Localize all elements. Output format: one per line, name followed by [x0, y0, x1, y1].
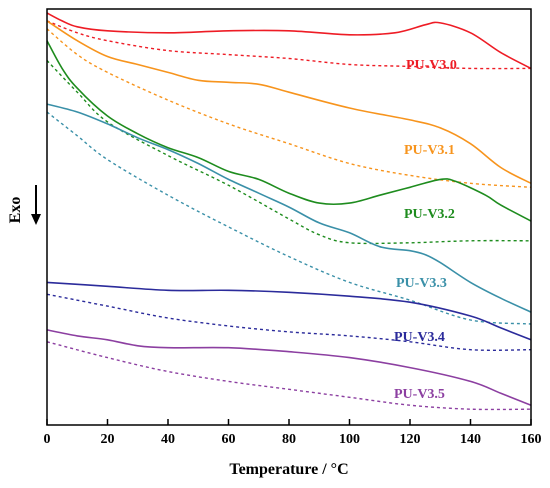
series-label-pu-v3-0: PU-V3.0 [406, 58, 457, 73]
x-tick-label: 160 [521, 432, 542, 447]
series-line-pu-v3-4 [46, 281, 532, 341]
series-dashed-line-pu-v3-5 [46, 341, 532, 411]
series-dashed-line-pu-v3-0 [46, 20, 532, 70]
series-label-pu-v3-4: PU-V3.4 [394, 330, 445, 345]
x-tick-label: 60 [222, 432, 236, 447]
x-tick-label: 20 [101, 432, 115, 447]
y-axis-title: Exo [7, 197, 24, 224]
exo-arrow-icon [31, 185, 41, 225]
series-line-pu-v3-5 [46, 329, 532, 406]
series-line-pu-v3-3 [46, 103, 532, 313]
x-tick-label: 80 [282, 432, 296, 447]
series-line-pu-v3-0 [46, 12, 532, 70]
x-tick-label: 140 [460, 432, 481, 447]
series-dashed-line-pu-v3-3 [46, 111, 532, 325]
x-tick-label: 120 [400, 432, 421, 447]
x-tick-label: 40 [161, 432, 175, 447]
series-label-pu-v3-5: PU-V3.5 [394, 387, 445, 402]
x-axis-ticks: 0 20 40 60 80 100 120 140 160 [44, 419, 542, 447]
x-tick-label: 100 [339, 432, 360, 447]
series-dashed-line-pu-v3-1 [46, 28, 532, 188]
plot-frame [46, 8, 532, 426]
series-line-pu-v3-2 [46, 40, 532, 222]
series-layer [46, 12, 532, 411]
series-line-pu-v3-1 [46, 20, 532, 185]
series-label-pu-v3-1: PU-V3.1 [404, 143, 455, 158]
series-label-pu-v3-3: PU-V3.3 [396, 276, 447, 291]
series-dashed-line-pu-v3-2 [46, 60, 532, 245]
x-axis-title: Temperature / °C [229, 461, 348, 478]
series-dashed-line-pu-v3-4 [46, 293, 532, 351]
x-tick-label: 0 [44, 432, 51, 447]
series-label-pu-v3-2: PU-V3.2 [404, 207, 455, 222]
series-labels: PU-V3.0 PU-V3.1 PU-V3.2 PU-V3.3 PU-V3.4 PU-V3… [394, 58, 457, 402]
